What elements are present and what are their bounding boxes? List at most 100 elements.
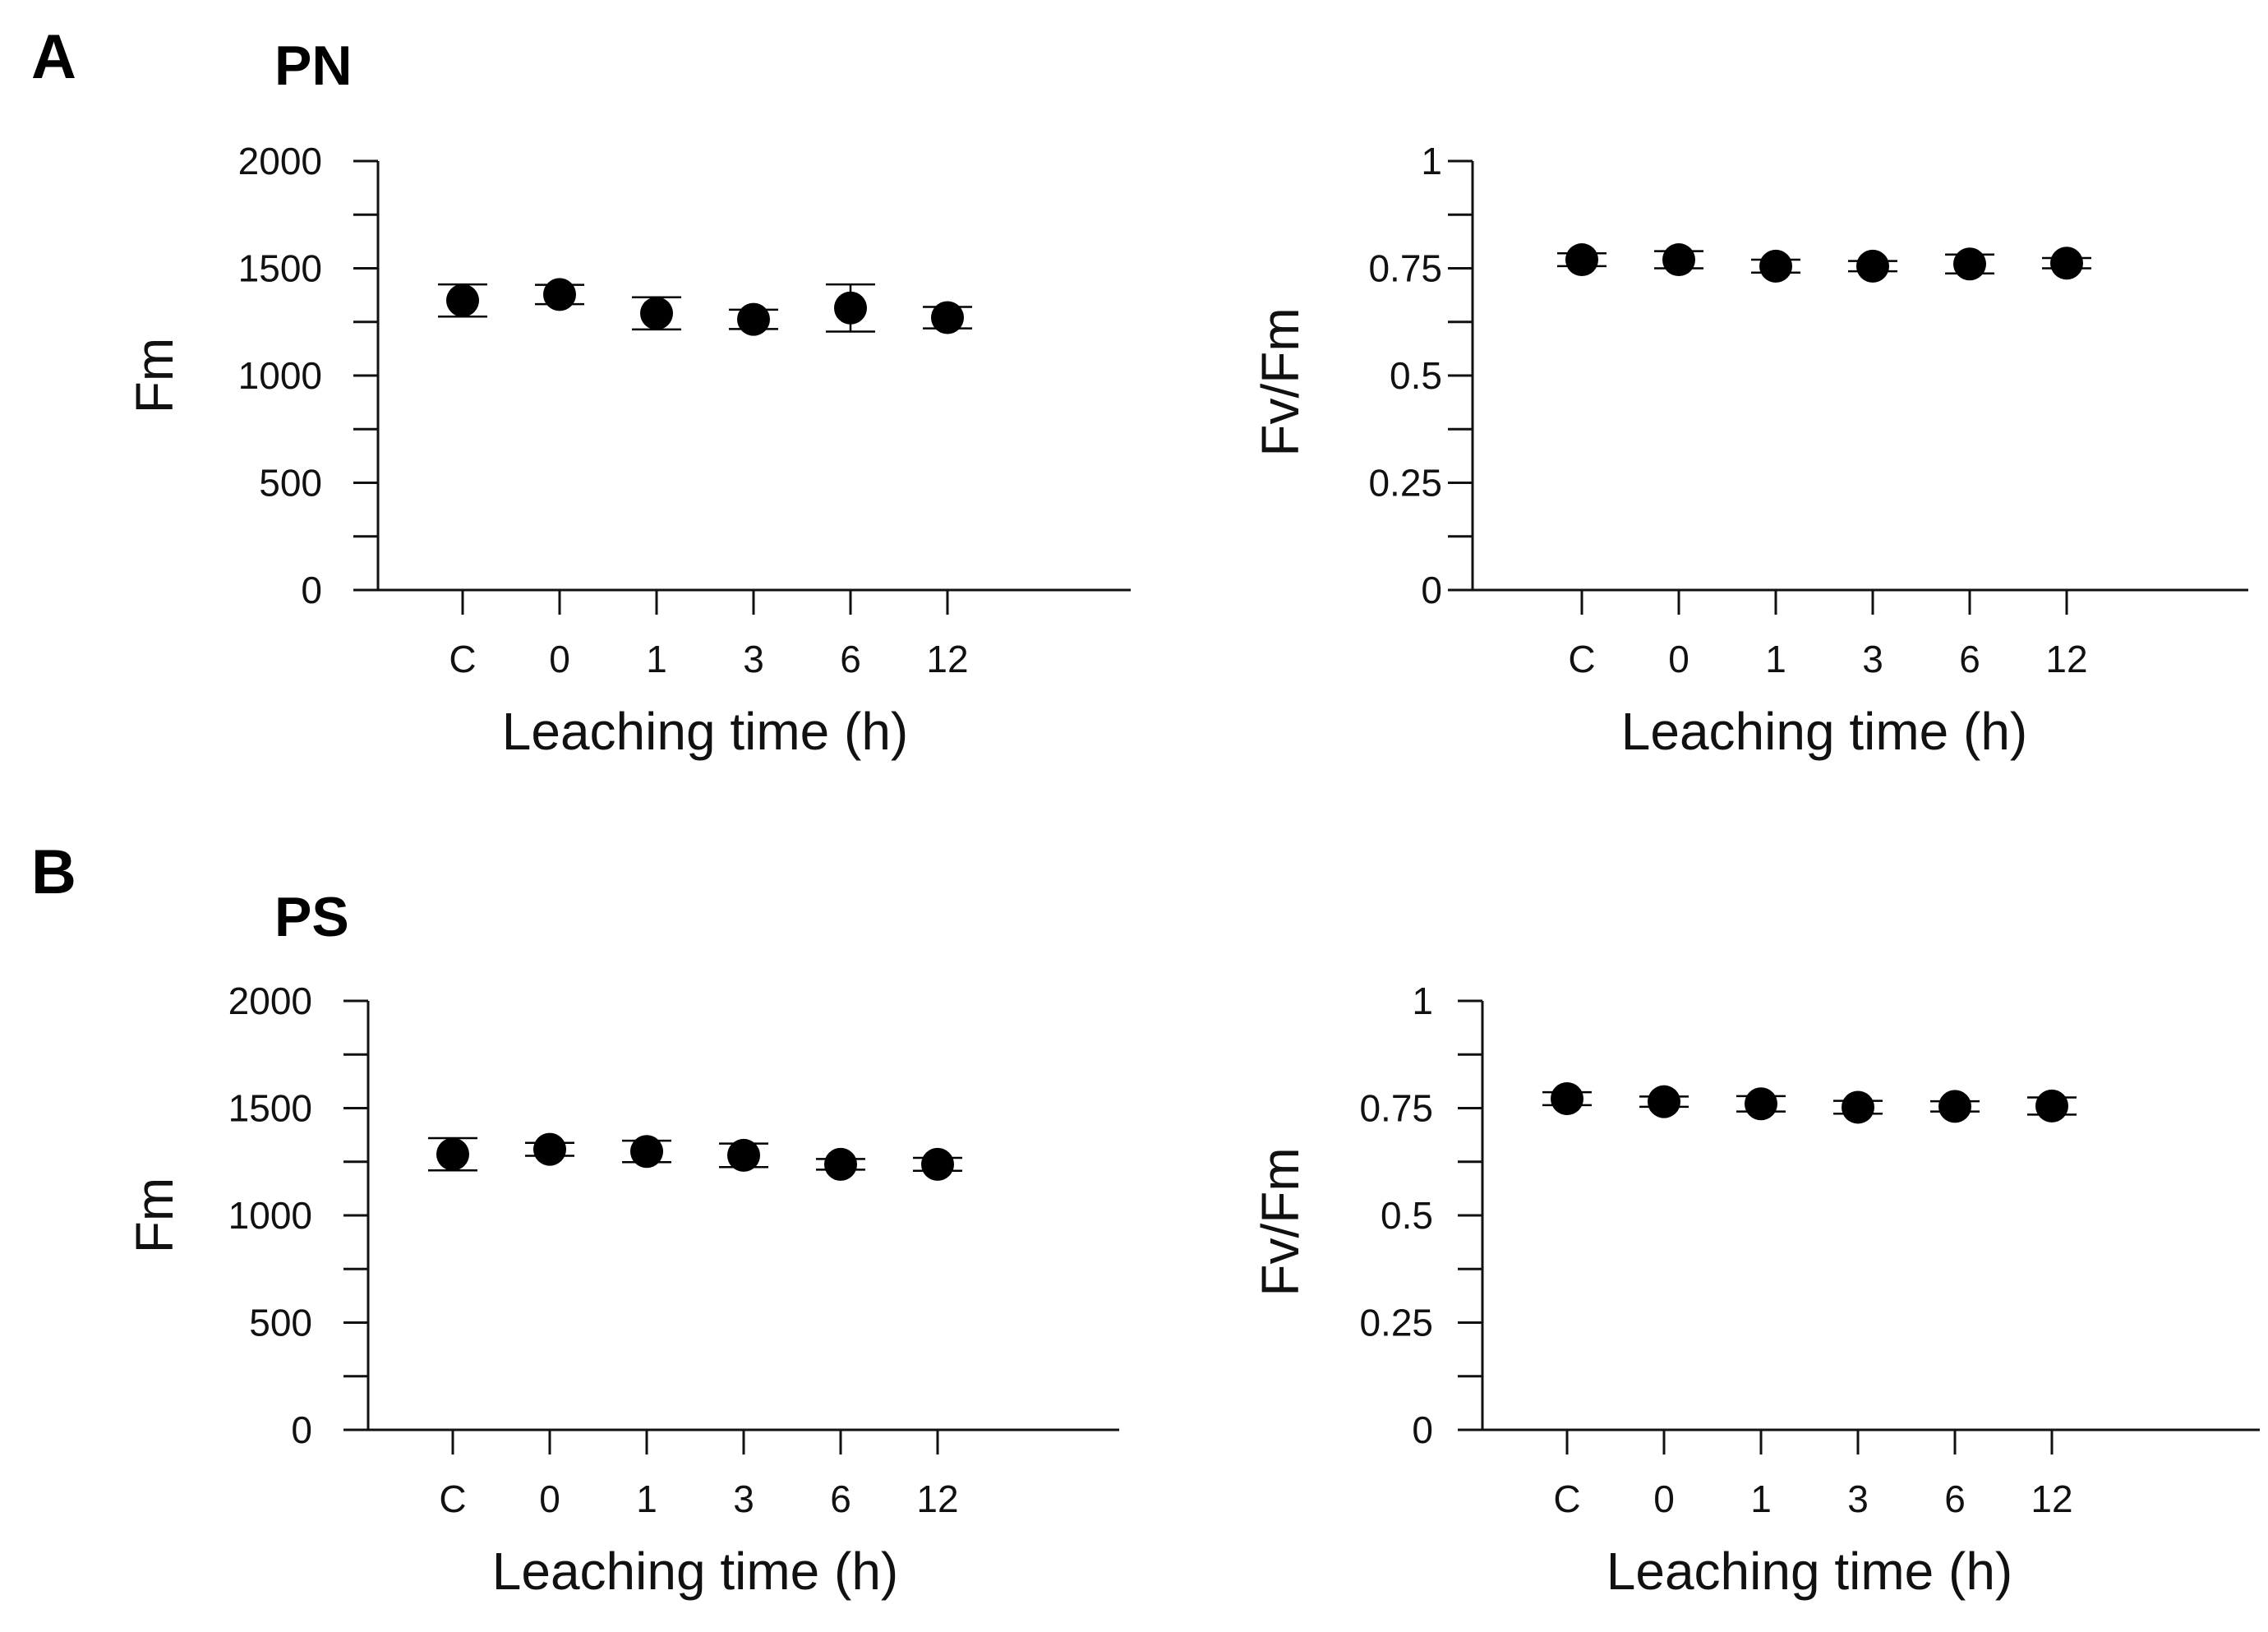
x-tick-label: 1 bbox=[1765, 638, 1786, 680]
data-point bbox=[727, 1138, 760, 1172]
data-point bbox=[640, 297, 673, 330]
x-tick-label: 6 bbox=[1944, 1478, 1966, 1520]
data-point bbox=[543, 278, 576, 311]
chart-a-fvfm: 0 0.25 0.5 0.75 1 C 0 1 3 6 12 Leaching time (h) Fv/… bbox=[1251, 140, 2248, 761]
y-tick-label: 500 bbox=[249, 1302, 312, 1344]
panel-b-title: PS bbox=[274, 886, 349, 948]
chart-b-fm: 0 500 1000 1500 2000 C 0 1 3 6 12 Leaching time (h)… bbox=[125, 980, 1119, 1601]
data-point bbox=[2035, 1089, 2068, 1123]
x-tick-label: 12 bbox=[2045, 638, 2087, 680]
y-tick-label: 1 bbox=[1421, 140, 1442, 182]
data-point bbox=[737, 302, 770, 336]
data-point-group bbox=[1639, 1085, 1689, 1118]
x-tick-label: 6 bbox=[1959, 638, 1980, 680]
data-point-group bbox=[1751, 249, 1800, 283]
data-point-group bbox=[632, 296, 681, 331]
data-point bbox=[1745, 1087, 1777, 1121]
data-point-group bbox=[719, 1138, 768, 1172]
y-tick-label: 0.5 bbox=[1381, 1194, 1433, 1237]
y-tick-label: 0.75 bbox=[1359, 1087, 1433, 1130]
chart-a-fm: 0 500 1000 1500 2000 C 0 1 3 6 12 Leaching time (h)… bbox=[125, 140, 1131, 761]
y-tick-label: 0.25 bbox=[1359, 1302, 1433, 1344]
x-tick-label: 0 bbox=[549, 638, 570, 680]
data-point bbox=[921, 1147, 954, 1181]
x-tick-label: 0 bbox=[1668, 638, 1689, 680]
data-point bbox=[1551, 1082, 1583, 1116]
x-tick-label: 1 bbox=[646, 638, 667, 680]
x-tick-label: C bbox=[1553, 1478, 1580, 1520]
y-tick-label: 0 bbox=[1412, 1408, 1433, 1451]
x-axis-title: Leaching time (h) bbox=[502, 702, 908, 761]
x-tick-label: 6 bbox=[840, 638, 861, 680]
data-point bbox=[1662, 243, 1695, 277]
data-point-group bbox=[1654, 243, 1703, 277]
data-point-group bbox=[1945, 247, 1994, 281]
data-point bbox=[834, 291, 867, 325]
data-point-group bbox=[826, 283, 875, 333]
data-point bbox=[2050, 247, 2083, 280]
x-tick-label: 6 bbox=[830, 1478, 851, 1520]
data-point-group bbox=[1833, 1090, 1883, 1124]
y-axis-title: Fv/Fm bbox=[1251, 1147, 1310, 1296]
data-point bbox=[1565, 243, 1598, 277]
data-point-group bbox=[2027, 1089, 2077, 1123]
y-tick-label: 0.75 bbox=[1368, 247, 1442, 290]
data-point bbox=[446, 284, 479, 317]
x-axis-title: Leaching time (h) bbox=[1621, 702, 2027, 761]
y-tick-label: 1 bbox=[1412, 980, 1433, 1022]
data-point-group bbox=[525, 1132, 574, 1166]
x-tick-label: 3 bbox=[743, 638, 764, 680]
x-tick-label: C bbox=[439, 1478, 466, 1520]
data-point-group bbox=[923, 301, 972, 334]
y-tick-label: 2000 bbox=[228, 980, 312, 1022]
data-point bbox=[533, 1132, 566, 1166]
data-point bbox=[1953, 247, 1986, 281]
x-tick-label: 0 bbox=[539, 1478, 560, 1520]
panel-b-label: B bbox=[31, 837, 76, 907]
y-tick-label: 0 bbox=[1421, 569, 1442, 611]
x-tick-label: 3 bbox=[733, 1478, 754, 1520]
y-axis-title: Fv/Fm bbox=[1251, 307, 1310, 456]
x-tick-label: 12 bbox=[926, 638, 968, 680]
panel-a-label: A bbox=[31, 22, 76, 92]
data-point bbox=[1759, 249, 1792, 283]
data-point-group bbox=[2042, 247, 2091, 280]
x-axis-title: Leaching time (h) bbox=[492, 1542, 898, 1601]
y-tick-label: 0 bbox=[291, 1408, 312, 1451]
data-point-group bbox=[438, 283, 487, 318]
x-axis-title: Leaching time (h) bbox=[1606, 1542, 2012, 1601]
data-point-group bbox=[1557, 243, 1606, 277]
y-tick-label: 1000 bbox=[228, 1194, 312, 1237]
x-tick-label: 1 bbox=[636, 1478, 657, 1520]
y-axis-title: Fm bbox=[125, 1178, 184, 1253]
x-tick-label: C bbox=[1568, 638, 1595, 680]
x-tick-label: 1 bbox=[1750, 1478, 1772, 1520]
x-tick-label: 3 bbox=[1847, 1478, 1869, 1520]
y-tick-label: 1500 bbox=[228, 1087, 312, 1130]
data-point-group bbox=[1930, 1090, 1980, 1123]
data-point-group bbox=[428, 1136, 477, 1172]
y-tick-label: 0 bbox=[301, 569, 322, 611]
data-point bbox=[1842, 1090, 1874, 1124]
data-point bbox=[1856, 249, 1889, 283]
data-point-group bbox=[535, 278, 584, 311]
data-point bbox=[1648, 1085, 1680, 1118]
x-tick-label: C bbox=[449, 638, 476, 680]
data-point bbox=[824, 1147, 857, 1181]
data-point bbox=[1938, 1090, 1971, 1123]
panel-a-title: PN bbox=[274, 35, 353, 97]
data-point-group bbox=[729, 302, 778, 336]
x-tick-label: 12 bbox=[916, 1478, 958, 1520]
data-point-group bbox=[1542, 1082, 1592, 1116]
data-point-group bbox=[1848, 249, 1897, 283]
y-tick-label: 0.5 bbox=[1390, 354, 1442, 397]
y-tick-label: 0.25 bbox=[1368, 462, 1442, 505]
data-point bbox=[931, 301, 964, 334]
data-point-group bbox=[622, 1135, 671, 1169]
x-tick-label: 3 bbox=[1862, 638, 1883, 680]
data-point-group bbox=[913, 1147, 962, 1181]
x-tick-label: 0 bbox=[1653, 1478, 1675, 1520]
x-tick-label: 12 bbox=[2031, 1478, 2072, 1520]
data-point bbox=[436, 1137, 469, 1171]
y-tick-label: 1500 bbox=[238, 247, 322, 290]
